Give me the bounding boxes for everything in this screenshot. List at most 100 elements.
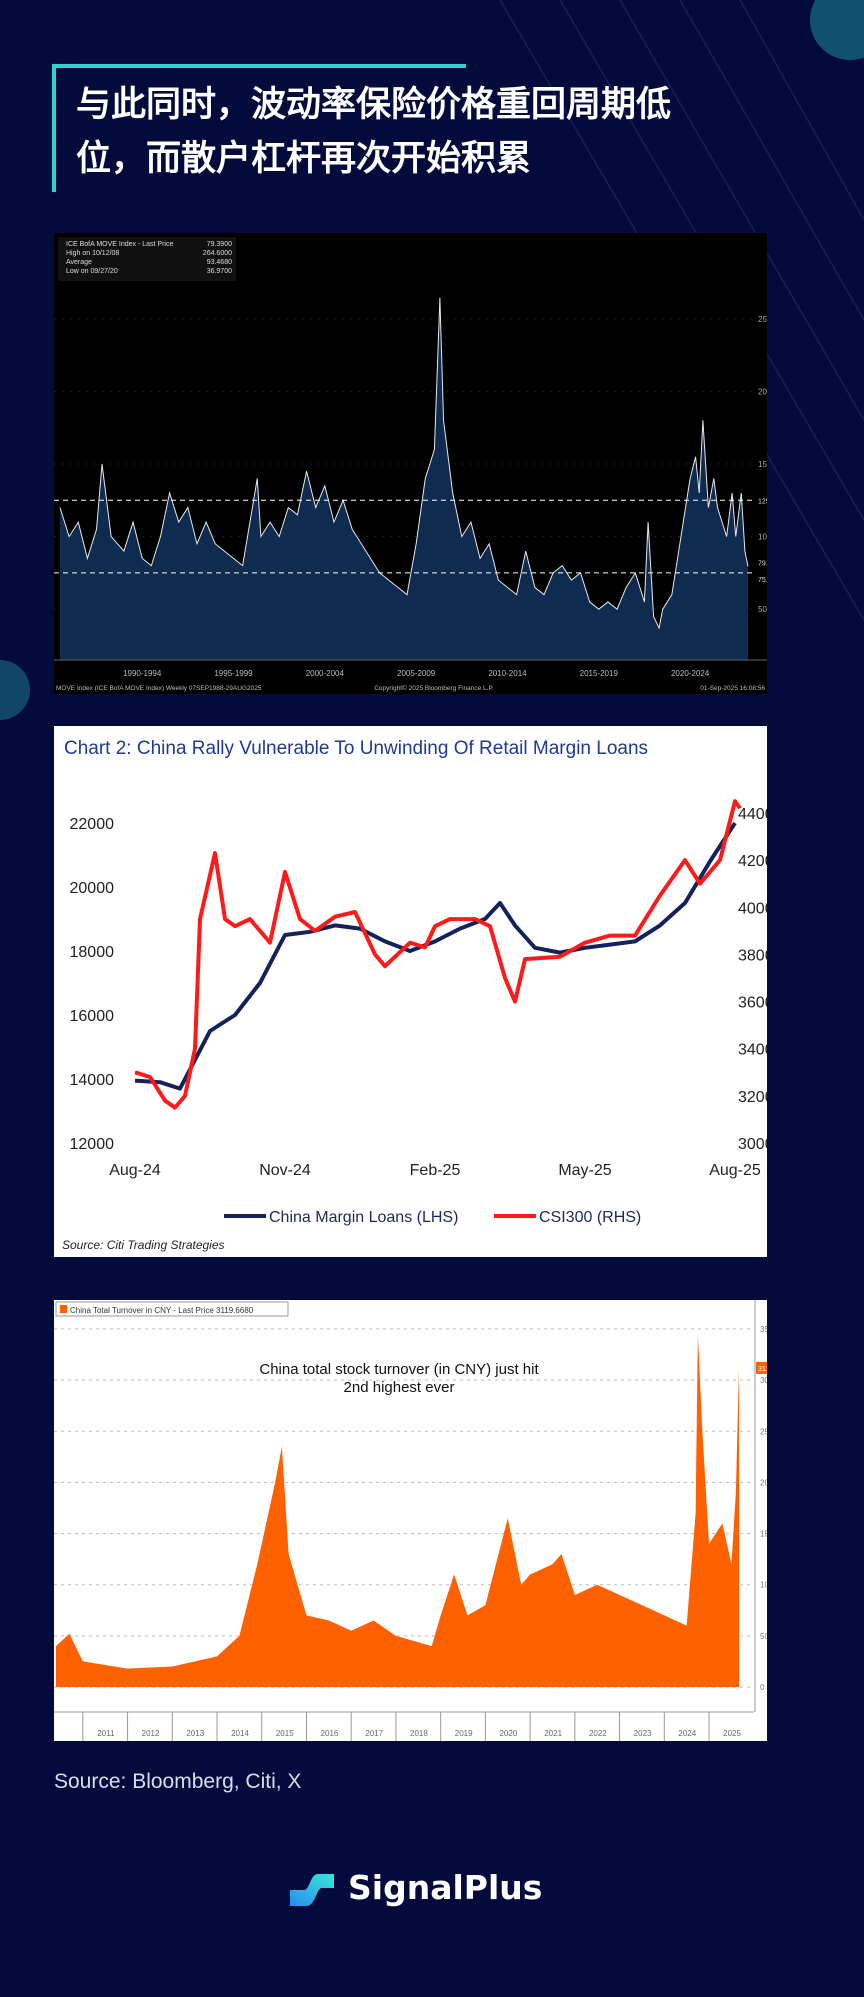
y-right-tick-label: 3800 — [738, 947, 767, 964]
accent-bar-vertical — [52, 64, 56, 192]
x-tick-label: 2025 — [723, 1729, 741, 1738]
chart-title: Chart 2: China Rally Vulnerable To Unwin… — [64, 738, 648, 759]
title-line-1: 与此同时，波动率保险价格重回周期低 — [76, 85, 672, 125]
legend-label: CSI300 (RHS) — [539, 1209, 641, 1226]
x-tick-label: 2019 — [455, 1729, 473, 1738]
turnover-chart: 0 500 1000 1500 2000 2500 3000 3500 3119.6680 201… — [54, 1300, 791, 1741]
y-tick-label: 3500 — [760, 1325, 767, 1334]
y-tick-label: 2500 — [760, 1427, 767, 1436]
move-area — [60, 297, 748, 660]
series-line-csi300 — [134, 799, 742, 1110]
x-tick-label: 1990-1994 — [123, 669, 162, 678]
x-tick-label: 2013 — [186, 1729, 204, 1738]
y-right-tick-label: 4000 — [738, 900, 767, 917]
y-left-tick-label: 14000 — [70, 1072, 115, 1089]
legend-label: China Margin Loans (LHS) — [269, 1209, 458, 1226]
annotation: 2nd highest ever — [344, 1379, 455, 1396]
move-index-svg: 50 100 150 200 250 125.0000 75.0000 79.3900 1990… — [54, 237, 787, 692]
move-line — [59, 297, 749, 630]
x-tick-label: 2023 — [634, 1729, 652, 1738]
margin-loans-chart: Chart 2: China Rally Vulnerable To Unwin… — [54, 726, 774, 1257]
legend-box — [58, 237, 236, 281]
legend-value: 79.3900 — [207, 241, 232, 248]
y-tick-label: 1000 — [760, 1581, 767, 1590]
margin-loans-svg: Chart 2: China Rally Vulnerable To Unwin… — [62, 738, 774, 1252]
x-tick-label: Aug-24 — [109, 1162, 161, 1179]
signalplus-logo: SignalPlus — [290, 1868, 542, 1907]
title-line-2: 位，而散户杠杆再次开始积累 — [76, 139, 532, 179]
turnover-area — [56, 1334, 739, 1687]
footer-right: 01-Sep-2025 16:08:56 — [700, 685, 765, 692]
y-left-tick-label: 12000 — [70, 1136, 115, 1153]
y-right-tick-label: 3400 — [738, 1042, 767, 1059]
legend-label: ICE BofA MOVE Index - Last Price — [66, 241, 173, 248]
y-tick-label: 200 — [758, 387, 767, 396]
x-tick-label: 2012 — [142, 1729, 160, 1738]
x-tick-label: May-25 — [558, 1162, 611, 1179]
legend-box — [55, 1301, 289, 1317]
legend-label: Average — [66, 259, 92, 266]
signalplus-logo-icon — [290, 1873, 334, 1906]
x-tick-label: 2020 — [499, 1729, 517, 1738]
y-right-tick-label: 4400 — [738, 806, 767, 823]
y-tick-label: 150 — [758, 460, 767, 469]
chart-source: Source: Citi Trading Strategies — [62, 1238, 225, 1252]
y-right-tick-label: 3600 — [738, 995, 767, 1012]
legend-label: China Total Turnover in CNY - Last Price… — [70, 1306, 254, 1315]
last-price-label: 3119.6680 — [758, 1366, 767, 1373]
x-tick-label: 2020-2024 — [671, 669, 710, 678]
brand-name: SignalPlus — [348, 1868, 543, 1907]
y-tick-label: 50 — [758, 605, 767, 614]
legend-value: 36.9700 — [207, 268, 232, 275]
x-tick-label: 2021 — [544, 1729, 562, 1738]
annotation: China total stock turnover (in CNY) just… — [259, 1361, 539, 1378]
legend-value: 264.6000 — [203, 250, 232, 257]
last-price-badge — [756, 1361, 767, 1374]
page-title: 与此同时，波动率保险价格重回周期低 位，而散户杠杆再次开始积累 — [76, 78, 836, 186]
x-tick-label: 2011 — [97, 1729, 115, 1738]
y-tick-label: 3000 — [760, 1376, 767, 1385]
legend-swatch — [60, 1305, 67, 1313]
x-tick-label: 2017 — [365, 1729, 383, 1738]
x-tick-label: 2015-2019 — [580, 669, 619, 678]
y-tick-label: 100 — [758, 533, 767, 542]
y-left-tick-label: 20000 — [70, 880, 115, 897]
x-tick-label: 2022 — [589, 1729, 607, 1738]
y-tick-label: 2000 — [760, 1478, 767, 1487]
y-left-tick-label: 22000 — [70, 816, 115, 833]
legend-label: High on 10/12/08 — [66, 250, 119, 257]
accent-bar — [52, 64, 466, 68]
y-tick-label: 0 — [760, 1683, 765, 1692]
y-right-tick-label: 3200 — [738, 1089, 767, 1106]
x-tick-label: Feb-25 — [410, 1162, 461, 1179]
reference-label: 75.0000 — [758, 577, 767, 584]
y-tick-label: 500 — [760, 1632, 767, 1641]
y-tick-label: 1500 — [760, 1530, 767, 1539]
y-tick-label: 250 — [758, 315, 767, 324]
move-index-chart: 50 100 150 200 250 125.0000 75.0000 79.3900 1990… — [54, 233, 787, 694]
x-tick-label: 2024 — [678, 1729, 696, 1738]
source-note: Source: Bloomberg, Citi, X — [54, 1770, 302, 1793]
footer-left: MOVE Index (ICE BofA MOVE Index) Weekly … — [56, 685, 262, 692]
x-tick-label: 2015 — [276, 1729, 294, 1738]
x-tick-label: 2000-2004 — [306, 669, 345, 678]
x-tick-label: 2010-2014 — [488, 669, 527, 678]
x-tick-label: Aug-25 — [709, 1162, 761, 1179]
legend-label: Low on 09/27/20 — [66, 268, 118, 275]
turnover-svg: 0 500 1000 1500 2000 2500 3000 3500 3119.6680 201… — [54, 1300, 791, 1741]
footer-center: Copyright© 2025 Bloomberg Finance L.P. — [374, 684, 494, 692]
reference-label: 125.0000 — [758, 498, 767, 505]
x-tick-label: 2014 — [231, 1729, 249, 1738]
x-tick-label: 2018 — [410, 1729, 428, 1738]
x-tick-label: 2005-2009 — [397, 669, 436, 678]
y-left-tick-label: 16000 — [70, 1008, 115, 1025]
x-tick-label: 2016 — [321, 1729, 339, 1738]
last-price-label: 79.3900 — [758, 561, 767, 568]
series-line-margin-loans — [134, 821, 737, 1091]
y-left-tick-label: 18000 — [70, 944, 115, 961]
y-right-tick-label: 3000 — [738, 1136, 767, 1153]
x-tick-label: Nov-24 — [259, 1162, 311, 1179]
legend-value: 93.4680 — [207, 259, 232, 266]
x-tick-label: 1995-1999 — [214, 669, 253, 678]
